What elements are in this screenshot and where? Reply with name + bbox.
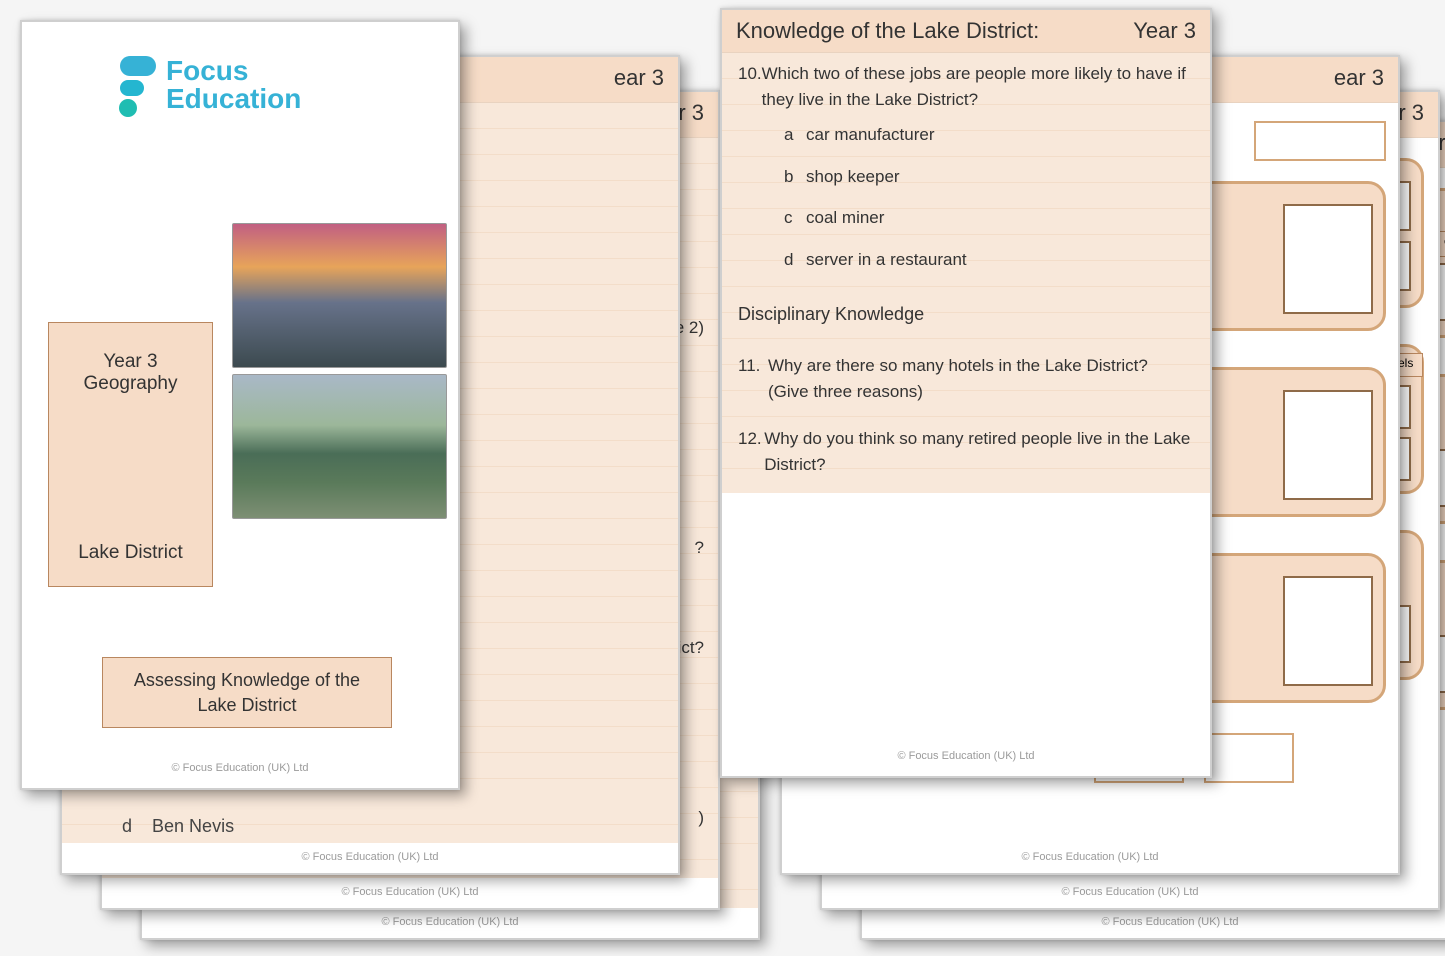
- footer: © Focus Education (UK) Ltd: [782, 851, 1398, 863]
- title-bar-fragment: [1254, 121, 1386, 161]
- line-fragment: ?: [695, 538, 704, 558]
- assess-line2: Lake District: [113, 693, 381, 717]
- right-front-page: Knowledge of the Lake District: Year 3 1…: [720, 8, 1212, 778]
- answer-option: ccoal miner: [738, 195, 1194, 237]
- answer-box: [1283, 390, 1373, 500]
- option-letter: b: [784, 164, 806, 190]
- answer-box: [1283, 204, 1373, 314]
- subject-year: Year 3 Geography: [83, 351, 177, 395]
- assessment-title-panel: Assessing Knowledge of the Lake District: [102, 657, 392, 728]
- q-text-line1: Why are there so many hotels in the Lake…: [768, 356, 1148, 375]
- option-letter: a: [784, 122, 806, 148]
- answer-strip: d Ben Nevis: [62, 799, 678, 843]
- unit-name: Lake District: [78, 542, 183, 564]
- footer: © Focus Education (UK) Ltd: [862, 916, 1445, 928]
- option-text: coal miner: [806, 208, 884, 227]
- q-number: 12.: [738, 426, 764, 477]
- option-letter: c: [784, 205, 806, 231]
- q-text: Which two of these jobs are people more …: [762, 61, 1194, 112]
- subject-year-line2: Geography: [83, 373, 177, 395]
- summary-box: [1204, 733, 1294, 783]
- question-12: 12. Why do you think so many retired peo…: [738, 426, 1194, 477]
- header-year-fragment: ear 3: [614, 65, 664, 91]
- cover-page: Focus Education Year 3 Geography Lake Di…: [20, 20, 460, 790]
- option-text: server in a restaurant: [806, 250, 967, 269]
- assess-line1: Assessing Knowledge of the: [113, 668, 381, 692]
- focus-education-logo-icon: Focus Education: [110, 50, 370, 122]
- q-text-line2: (Give three reasons): [768, 382, 923, 401]
- header-year-fragment: ear 3: [1334, 65, 1384, 91]
- section-heading: Disciplinary Knowledge: [738, 304, 1194, 325]
- footer: © Focus Education (UK) Ltd: [142, 916, 758, 928]
- logo-top-text: Focus: [166, 55, 248, 86]
- cover-photo-2: [232, 374, 447, 519]
- page-year: Year 3: [1133, 18, 1196, 44]
- footer: © Focus Education (UK) Ltd: [722, 750, 1210, 762]
- answer-letter: d: [122, 816, 132, 836]
- answer-option: acar manufacturer: [738, 112, 1194, 154]
- q-number: 10.: [738, 61, 762, 112]
- footer: © Focus Education (UK) Ltd: [822, 886, 1438, 898]
- question-11: 11. Why are there so many hotels in the …: [738, 353, 1194, 404]
- page-title: Knowledge of the Lake District:: [736, 18, 1039, 44]
- question-region: 10. Which two of these jobs are people m…: [722, 53, 1210, 493]
- option-text: shop keeper: [806, 167, 900, 186]
- footer: © Focus Education (UK) Ltd: [62, 851, 678, 863]
- answer-d: d Ben Nevis: [122, 816, 234, 837]
- answer-option: bshop keeper: [738, 154, 1194, 196]
- page-title-band: Knowledge of the Lake District: Year 3: [722, 10, 1210, 53]
- q-text: Why do you think so many retired people …: [764, 426, 1194, 477]
- footer: © Focus Education (UK) Ltd: [102, 886, 718, 898]
- question-10: 10. Which two of these jobs are people m…: [738, 61, 1194, 278]
- answer-box: [1283, 576, 1373, 686]
- answer-option: dserver in a restaurant: [738, 237, 1194, 279]
- footer: © Focus Education (UK) Ltd: [22, 762, 458, 774]
- cover-photo-1: [232, 223, 447, 368]
- answer-text: Ben Nevis: [152, 816, 234, 836]
- q-number: 11.: [738, 353, 768, 404]
- logo-bottom-text: Education: [166, 83, 301, 114]
- line-fragment: ): [698, 808, 704, 828]
- subject-year-line1: Year 3: [83, 351, 177, 373]
- subject-panel: Year 3 Geography Lake District: [48, 322, 213, 587]
- brand-logo: Focus Education: [22, 22, 458, 137]
- option-text: car manufacturer: [806, 125, 935, 144]
- option-letter: d: [784, 247, 806, 273]
